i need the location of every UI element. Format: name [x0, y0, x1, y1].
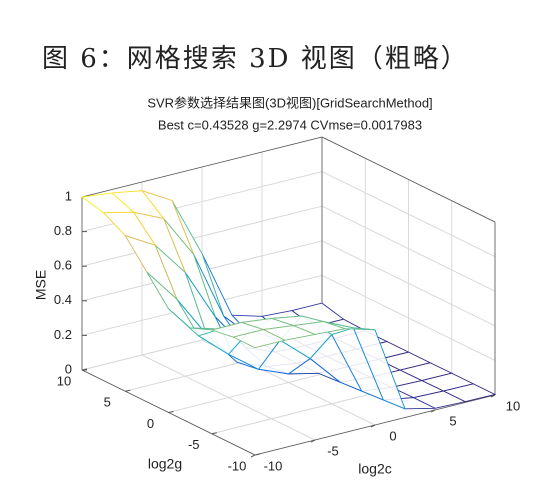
x-axis-label: log2c: [358, 461, 391, 477]
z-tick-label: 0.4: [54, 292, 72, 307]
y-tick-label: 0: [147, 416, 154, 431]
tick-mark: [250, 454, 256, 458]
axis-line: [321, 136, 496, 223]
x-tick-label: 5: [449, 413, 456, 428]
tick-mark: [310, 439, 316, 443]
x-tick-label: 10: [506, 398, 520, 413]
axis-line: [81, 136, 323, 198]
y-tick-label: 5: [104, 395, 111, 410]
x-tick-label: -10: [264, 458, 283, 473]
z-tick-label: 0.8: [54, 223, 72, 238]
x-tick-label: -5: [327, 443, 339, 458]
tick-mark: [254, 453, 261, 456]
z-axis-label: MSE: [33, 270, 49, 300]
tick-mark: [430, 409, 436, 413]
y-tick-label: -10: [228, 458, 247, 473]
y-tick-label: 10: [57, 373, 71, 388]
z-tick-label: 1: [65, 188, 72, 203]
chart-subtitle: Best c=0.43528 g=2.2974 CVmse=0.0017983: [158, 117, 422, 132]
z-tick-label: 0.2: [54, 327, 72, 342]
surface-cell: [232, 329, 287, 349]
z-tick-label: 0: [65, 361, 72, 376]
y-axis-label: log2g: [148, 456, 182, 472]
chart-title: SVR参数选择结果图(3D视图)[GridSearchMethod]: [147, 95, 432, 110]
tick-mark: [81, 368, 88, 371]
tick-mark: [490, 394, 496, 398]
tick-mark: [125, 389, 131, 392]
z-tick-label: 0.6: [54, 258, 72, 273]
tick-mark: [211, 432, 217, 435]
tick-mark: [168, 411, 174, 413]
y-tick-label: -5: [188, 437, 200, 452]
tick-mark: [370, 424, 376, 428]
x-tick-label: 0: [389, 428, 396, 443]
caption: 图 6：网格搜索 3D 视图（粗略）: [42, 44, 469, 74]
